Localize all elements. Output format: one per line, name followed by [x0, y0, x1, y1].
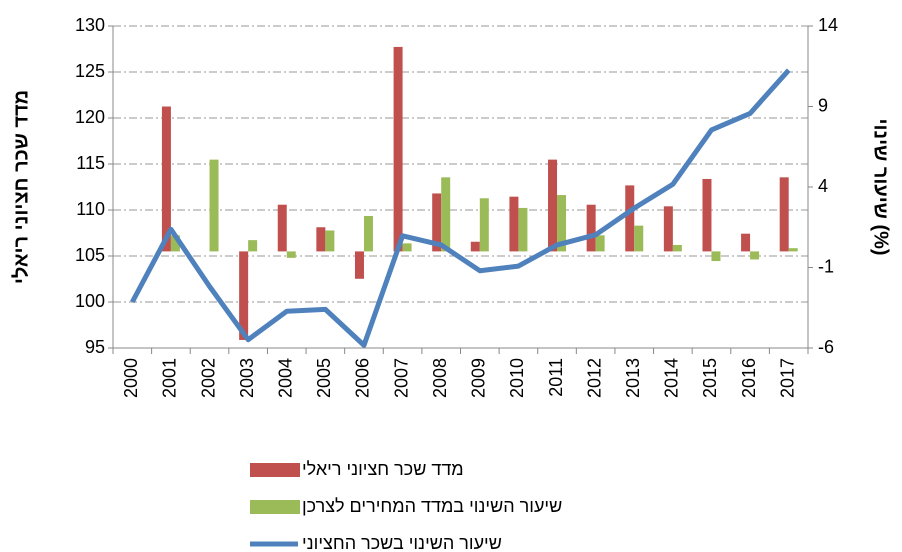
bar [586, 204, 596, 252]
bar [788, 248, 798, 252]
legend-label: מדד שכר חציוני ריאלי [302, 459, 464, 479]
y2-tick-label: -1 [818, 256, 834, 276]
legend-label: שיעור השינוי בשכר החציוני [302, 533, 502, 552]
bar [393, 46, 403, 252]
bar [741, 233, 751, 252]
y2-tick-label: 9 [818, 95, 828, 115]
y-tick-label: 100 [75, 291, 105, 311]
y-tick-label: 110 [76, 199, 105, 219]
bar [548, 159, 558, 252]
x-tick-label: 2005 [314, 358, 334, 398]
y-tick-label: 125 [75, 61, 105, 81]
x-tick-label: 2016 [739, 358, 759, 398]
y2-tick-label: 4 [818, 176, 828, 196]
bar [557, 195, 567, 252]
x-tick-label: 2015 [700, 358, 720, 398]
y-axis-title: מדד שכר חציוני ריאלי [10, 90, 32, 284]
y2-axis-title: שיעור שינוי (%) [870, 118, 892, 255]
bar [325, 230, 335, 252]
bar [750, 251, 760, 260]
x-tick-label: 2008 [430, 358, 450, 398]
bar [672, 244, 682, 252]
x-tick-label: 2013 [623, 358, 643, 398]
x-tick-label: 2002 [198, 358, 218, 398]
bar [170, 235, 180, 252]
y2-tick-label: 14 [818, 15, 838, 35]
bar [354, 251, 364, 279]
bar [209, 159, 219, 252]
x-tick-label: 2004 [276, 358, 296, 398]
bar [161, 106, 171, 252]
legend-swatch [250, 500, 300, 514]
x-tick-label: 2010 [507, 358, 527, 398]
bar [779, 177, 789, 252]
bar [277, 204, 287, 252]
bar [702, 178, 712, 252]
bar [634, 225, 644, 252]
bar [625, 185, 635, 252]
y-tick-label: 115 [76, 153, 105, 173]
x-tick-label: 2000 [121, 358, 141, 398]
bar [518, 207, 528, 252]
bar [509, 196, 519, 252]
legend-label: שיעור השינוי במדד המחירים לצרכן [302, 496, 562, 516]
bar [711, 251, 721, 262]
bar [402, 243, 412, 252]
y-tick-label: 95 [85, 337, 105, 357]
bar [663, 206, 673, 252]
x-tick-label: 2007 [391, 358, 411, 398]
bar [432, 193, 442, 252]
line [130, 68, 791, 348]
bar [479, 198, 489, 252]
bar [286, 251, 296, 258]
y2-tick-label: -6 [818, 337, 834, 357]
bar [595, 235, 605, 252]
x-tick-label: 2001 [160, 358, 180, 398]
x-tick-label: 2003 [237, 358, 257, 398]
y-tick-label: 130 [75, 15, 105, 35]
bar [248, 240, 258, 252]
y-tick-label: 105 [75, 245, 105, 265]
x-tick-label: 2012 [584, 358, 604, 398]
x-tick-label: 2009 [469, 358, 489, 398]
x-tick-label: 2014 [662, 358, 682, 398]
bar [441, 177, 451, 252]
x-tick-label: 2017 [777, 358, 797, 398]
bar [363, 215, 373, 252]
x-tick-label: 2006 [353, 358, 373, 398]
legend-swatch [250, 463, 300, 477]
y-tick-label: 120 [75, 107, 105, 127]
bar [470, 241, 480, 252]
bar [239, 251, 249, 340]
x-tick-label: 2011 [546, 358, 566, 397]
bar [316, 227, 326, 252]
